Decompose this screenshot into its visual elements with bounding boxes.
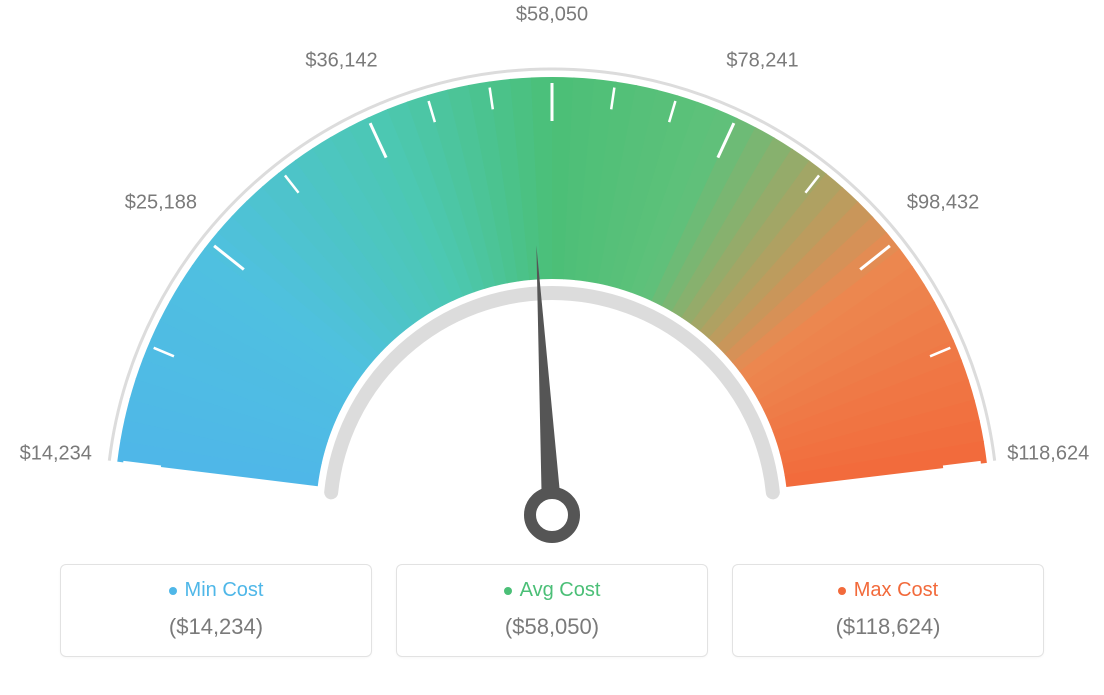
legend-dot-min xyxy=(169,587,177,595)
legend-value-avg: ($58,050) xyxy=(407,614,697,640)
legend-card-avg: Avg Cost ($58,050) xyxy=(396,564,708,657)
gauge-tick-label: $78,241 xyxy=(726,50,798,73)
legend-label-max: Max Cost xyxy=(854,579,938,602)
legend-value-max: ($118,624) xyxy=(743,614,1033,640)
legend-dot-avg xyxy=(504,587,512,595)
legend-value-min: ($14,234) xyxy=(71,614,361,640)
legend-dot-max xyxy=(838,587,846,595)
gauge-tick-label: $14,234 xyxy=(20,443,92,466)
gauge-tick-label: $58,050 xyxy=(516,4,588,27)
legend-title-max: Max Cost xyxy=(743,579,1033,602)
gauge-tick-label: $118,624 xyxy=(1007,443,1089,466)
gauge-tick-label: $36,142 xyxy=(305,50,377,73)
legend-title-min: Min Cost xyxy=(71,579,361,602)
legend-label-min: Min Cost xyxy=(185,579,264,602)
legend-title-avg: Avg Cost xyxy=(407,579,697,602)
cost-gauge-chart: $14,234 $25,188 $36,142 $58,050 $78,241 $98,4… xyxy=(0,0,1104,690)
legend-row: Min Cost ($14,234) Avg Cost ($58,050) Ma… xyxy=(60,564,1044,657)
legend-card-max: Max Cost ($118,624) xyxy=(732,564,1044,657)
legend-card-min: Min Cost ($14,234) xyxy=(60,564,372,657)
legend-label-avg: Avg Cost xyxy=(520,579,601,602)
gauge-tick-label: $25,188 xyxy=(125,192,197,215)
gauge-tick-label: $98,432 xyxy=(907,192,979,215)
